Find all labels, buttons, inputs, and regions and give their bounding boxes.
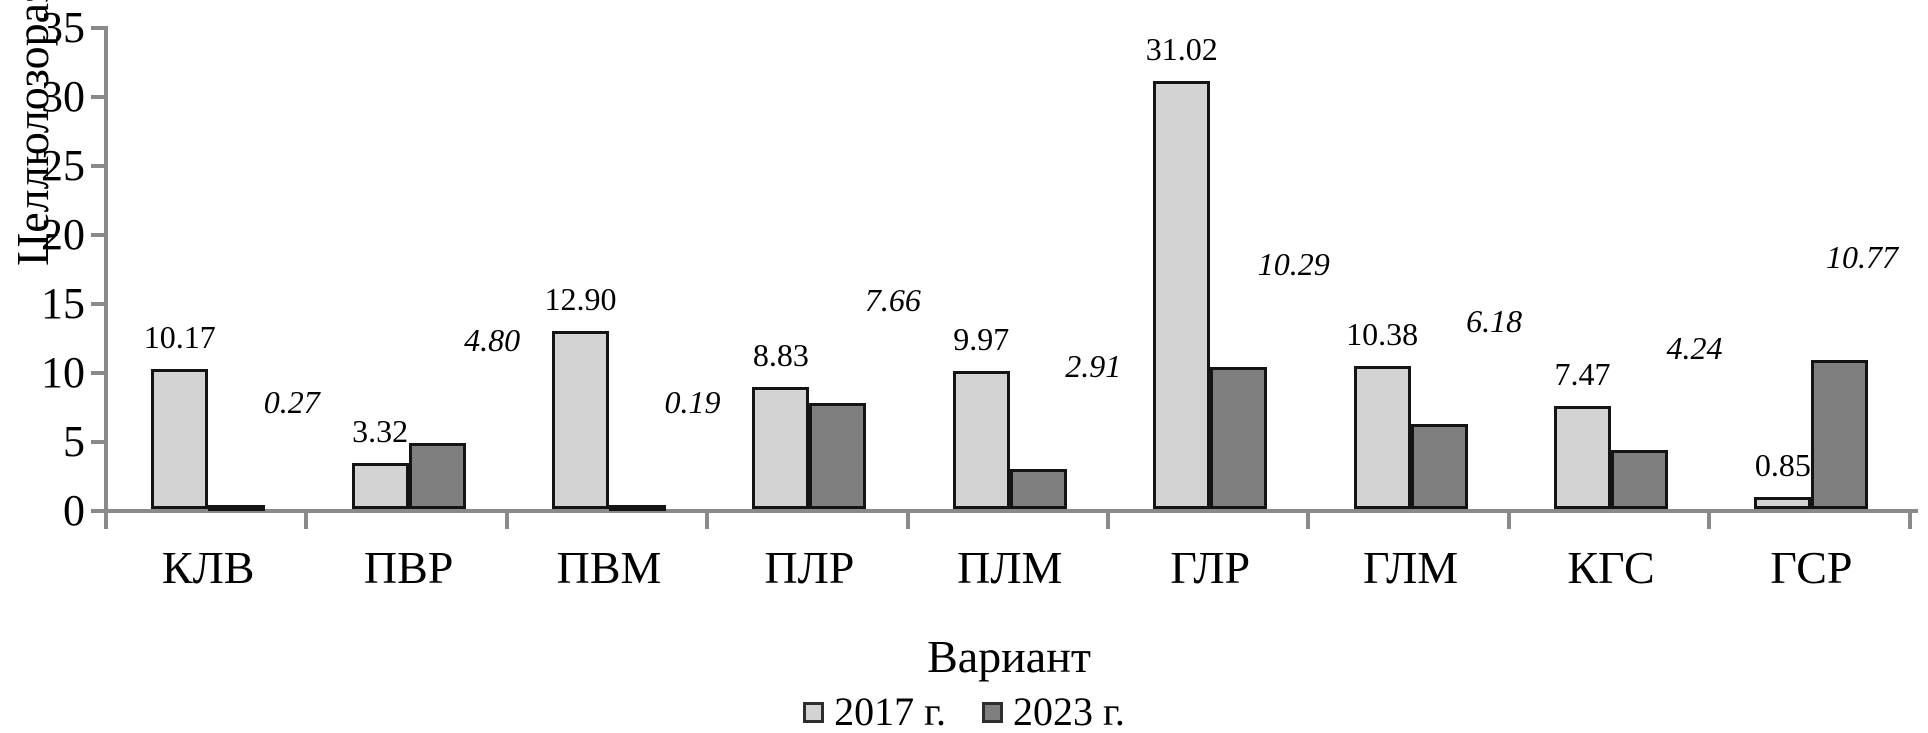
y-tick-label: 15 — [41, 279, 85, 328]
bar-2017 — [752, 387, 810, 509]
bar-2017 — [1153, 80, 1211, 509]
data-label-2023: 10.29 — [1257, 246, 1330, 282]
data-label-2023: 0.19 — [664, 384, 721, 420]
x-category-label: ГСР — [1770, 542, 1853, 593]
y-tick-label: 10 — [41, 348, 85, 397]
y-tick-mark — [91, 233, 104, 237]
bar-2017 — [552, 330, 609, 509]
y-tick-label: 20 — [41, 210, 85, 259]
x-category-label: ГЛМ — [1362, 542, 1459, 593]
data-label-2017: 9.97 — [953, 321, 1010, 358]
y-axis-line — [104, 26, 108, 513]
data-label-2023: 7.66 — [864, 282, 921, 319]
y-tick-mark — [91, 95, 104, 99]
bar-2023 — [408, 442, 466, 509]
data-label-2017: 0.85 — [1754, 447, 1811, 484]
x-category-label: ПЛМ — [957, 542, 1063, 593]
x-tick-mark — [1907, 513, 1912, 529]
bar-2017 — [1554, 405, 1611, 509]
x-category-label: ГЛР — [1170, 542, 1251, 593]
bar-2023 — [1210, 366, 1268, 509]
y-tick-mark — [91, 302, 104, 306]
x-category-label: ПЛР — [764, 542, 855, 593]
data-label-2017: 3.32 — [352, 413, 409, 450]
x-tick-mark — [504, 513, 509, 529]
x-category-label: ПВМ — [556, 542, 662, 593]
legend-item-2017: 2017 г. — [803, 690, 946, 733]
x-category-label: КГС — [1567, 542, 1655, 593]
data-label-2023: 4.24 — [1666, 329, 1723, 366]
y-tick-label: 25 — [41, 141, 85, 190]
legend-swatch-2023 — [982, 701, 1003, 723]
x-tick-mark — [1506, 513, 1511, 529]
data-label-2017: 8.83 — [752, 337, 809, 374]
y-tick-label: 35 — [41, 3, 85, 52]
data-label-2023: 6.18 — [1466, 302, 1523, 339]
bar-2023 — [1611, 450, 1668, 509]
x-tick-mark — [705, 513, 710, 529]
data-label-2023: 10.77 — [1826, 239, 1898, 276]
data-label-2023: 4.80 — [464, 321, 521, 358]
x-tick-mark — [1707, 513, 1712, 529]
data-label-2017: 10.38 — [1346, 315, 1419, 352]
data-label-2023: 2.91 — [1065, 347, 1122, 384]
y-tick-label: 0 — [63, 486, 85, 535]
bar-2017 — [952, 371, 1010, 509]
data-label-2023: 0.27 — [263, 384, 320, 420]
y-tick-mark — [91, 164, 104, 168]
x-category-label: КЛВ — [161, 542, 255, 593]
legend-item-2023: 2023 г. — [982, 690, 1125, 733]
bar-2017 — [151, 368, 209, 509]
x-tick-mark — [905, 513, 910, 529]
bar-2017 — [351, 463, 409, 509]
x-tick-mark — [304, 513, 309, 529]
y-tick-mark — [91, 440, 104, 444]
bar-2023 — [609, 505, 666, 511]
data-label-2017: 10.17 — [143, 318, 216, 355]
bar-2023 — [1410, 423, 1468, 509]
data-label-2017: 7.47 — [1554, 355, 1611, 392]
data-label-2017: 12.90 — [544, 280, 617, 317]
x-tick-mark — [1306, 513, 1311, 529]
x-tick-mark — [104, 513, 108, 529]
bar-2023 — [809, 403, 867, 509]
x-axis-line — [104, 509, 1918, 513]
bar-2017 — [1754, 497, 1812, 509]
data-label-2017: 31.02 — [1145, 30, 1218, 67]
legend-label: 2017 г. — [834, 689, 946, 733]
x-tick-mark — [1106, 513, 1110, 529]
y-tick-mark — [91, 26, 104, 30]
bar-2023 — [1009, 468, 1067, 509]
bar-2017 — [1353, 365, 1411, 509]
legend: 2017 г. 2023 г. — [0, 690, 1928, 733]
legend-label: 2023 г. — [1013, 689, 1125, 733]
y-tick-label: 5 — [63, 417, 85, 466]
y-tick-mark — [91, 509, 104, 513]
legend-swatch-2017 — [803, 701, 825, 723]
y-tick-mark — [91, 371, 104, 375]
bar-2023 — [208, 505, 266, 511]
x-category-label: ПВР — [363, 542, 454, 593]
x-axis-title: Вариант — [927, 631, 1091, 682]
y-tick-label: 30 — [41, 72, 85, 121]
bar-2023 — [1811, 360, 1869, 509]
